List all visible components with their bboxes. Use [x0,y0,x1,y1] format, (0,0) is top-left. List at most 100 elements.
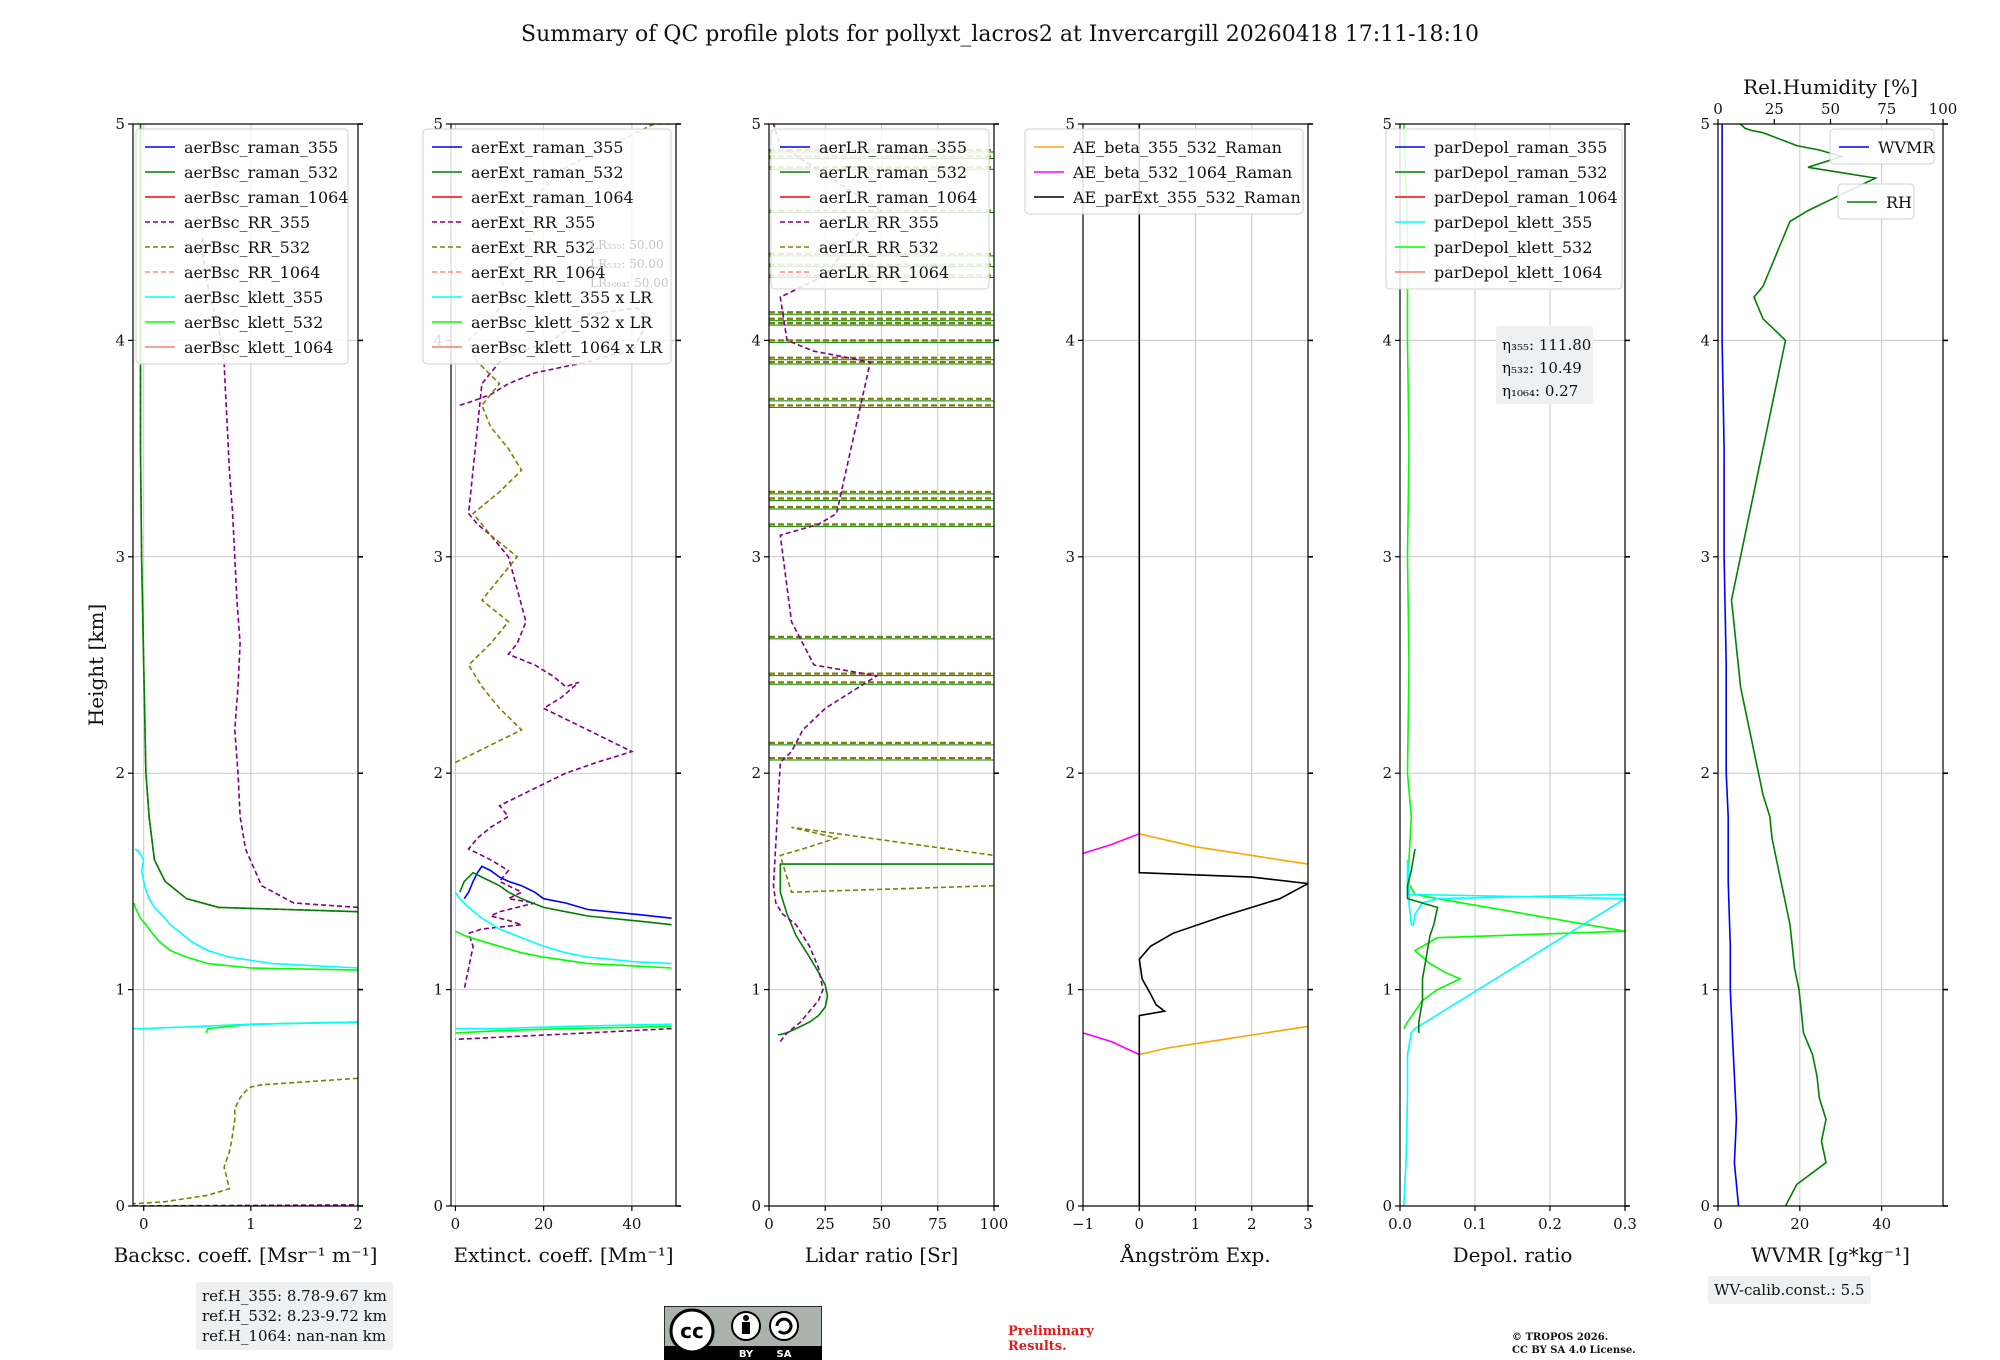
series-aerExt_raman_355 [463,865,672,919]
series-parDepol_raman_532 [1406,848,1439,1033]
x-tick-label: 20 [1790,1215,1809,1233]
series-aerExt_klett_532 [455,930,672,969]
x-tick-label: 40 [622,1215,641,1233]
x-tick-label: 100 [980,1215,1009,1233]
x-axis-label: Depol. ratio [1453,1243,1573,1267]
by-label: BY [739,1349,754,1360]
y-tick-label: 5 [751,115,761,133]
series-group [1083,124,1308,1206]
series-AE_parExt_355_532_Raman [1138,124,1308,1206]
y-tick-label: 2 [115,764,125,782]
plot-frame [132,123,359,1207]
legend-entry: RH [1886,193,1912,212]
y-tick-label: 3 [115,548,125,566]
legend-entry: aerExt_RR_1064 [471,263,606,282]
x-tick-label: 25 [816,1215,835,1233]
series-aerLR_RR_532 [779,826,994,894]
x-tick-label: 0 [764,1215,774,1233]
legend-entry: parDepol_klett_532 [1434,238,1592,257]
wv-calib-text: WV-calib.const.: 5.5 [1714,1281,1865,1299]
legend-dep: parDepol_raman_355 parDepol_raman_532 parD… [1385,128,1623,290]
series-AE_beta_532_1064_Raman [1083,833,1140,855]
top-x-tick-label: 0 [1713,100,1723,118]
eta-annotation: η₁₀₆₄: 0.27 [1502,382,1578,400]
x-tick-label: 0.1 [1463,1215,1487,1233]
legend-entry: parDepol_klett_355 [1434,213,1592,232]
y-tick-label: 5 [1700,115,1710,133]
panel-dep: 0 1 2 3 4 5 0.0 0.1 0.2 0.3 Depol. ratio parDepol_r… [1382,115,1636,1267]
x-axis-label: Lidar ratio [Sr] [805,1243,959,1267]
x-tick-label: 0 [1713,1215,1723,1233]
y-tick-label: 1 [1700,981,1710,999]
legend-box [1829,128,1935,165]
x-axis-label: WVMR [g*kg⁻¹] [1751,1243,1910,1267]
y-tick-label: 2 [433,764,443,782]
y-tick-label: 1 [1065,981,1075,999]
cc-license-badge: cc BY SA [664,1306,822,1360]
legend-bsc: aerBsc_raman_355 aerBsc_raman_532 aerBsc_r… [135,128,349,365]
x-tick-label: 3 [1303,1215,1313,1233]
y-tick-label: 3 [1065,548,1075,566]
legend-entry: AE_beta_532_1064_Raman [1072,163,1292,182]
x-axis-label: Extinct. coeff. [Mm⁻¹] [453,1243,673,1267]
panel-ext: 01234502040Extinct. coeff. [Mm⁻¹]aerExt_… [422,115,681,1267]
sa-label: SA [777,1349,792,1360]
y-tick-label: 3 [1700,548,1710,566]
x-tick-label: 1 [246,1215,256,1233]
refh-info-box: ref.H_355: 8.78-9.67 km ref.H_532: 8.23-… [196,1282,393,1350]
y-tick-label: 2 [1700,764,1710,782]
series-AE_beta_532_1064_Raman_low [1083,1032,1140,1056]
y-tick-label: 2 [1382,764,1392,782]
legend-entry: aerBsc_klett_1064 x LR [471,338,663,357]
x-tick-label: 0.0 [1388,1215,1412,1233]
x-tick-label: 1 [1191,1215,1201,1233]
figure-title: Summary of QC profile plots for pollyxt_… [521,22,1479,47]
series-aerExt_RR_355 [459,307,651,990]
legend-entry: aerBsc_RR_355 [184,213,310,232]
legend-entry: AE_beta_355_532_Raman [1072,138,1282,157]
series-aerBsc_raman_532 [139,124,358,913]
series-aerExt_low_cyan [455,1023,672,1030]
y-tick-label: 1 [1382,981,1392,999]
legend-entry: aerLR_RR_532 [819,238,939,257]
series-RH [1730,124,1879,1206]
legend-box [422,128,672,365]
legend-entry: aerBsc_raman_355 [184,138,338,157]
plot-frame [450,123,677,1207]
y-tick-label: 4 [115,331,125,349]
legend-entry: aerBsc_klett_532 [184,313,323,332]
y-tick-label: 1 [433,981,443,999]
x-tick-label: 0 [1134,1215,1144,1233]
legend-entry: aerLR_RR_355 [819,213,939,232]
legend-entry: aerBsc_RR_1064 [184,263,320,282]
y-tick-label: 0 [1065,1197,1075,1215]
legend-entry: aerLR_raman_355 [819,138,967,157]
y-tick-label: 5 [433,115,443,133]
plot-frame [1399,123,1626,1207]
y-tick-label: 1 [115,981,125,999]
y-axis-label: Height [km] [84,604,108,726]
x-tick-label: 50 [872,1215,891,1233]
legend-entry: aerExt_raman_355 [471,138,624,157]
legend-box [1385,128,1623,290]
refh-line-355: ref.H_355: 8.78-9.67 km [202,1287,387,1305]
x-tick-label: 20 [534,1215,553,1233]
y-tick-label: 3 [1382,548,1392,566]
legend-entry: aerBsc_raman_1064 [184,188,349,207]
panel-bsc: 0 1 2 3 4 5 0 1 2 Backsc. coeff. [Msr⁻¹ m⁻¹] aerBs… [114,115,378,1267]
series-aerBsc_RR_532_low [133,1077,358,1205]
legend-ae: AE_beta_355_532_Raman AE_beta_532_1064_Ra… [1024,128,1304,215]
by-icon-head [743,1315,749,1321]
y-tick-label: 3 [433,548,443,566]
legend-entry: aerLR_RR_1064 [819,263,949,282]
lr-annotation: LR₁₀₆₄: 50.00 [590,276,668,290]
wv-calib-box: WV-calib.const.: 5.5 [1708,1276,1871,1304]
legend-entry: parDepol_raman_1064 [1434,188,1618,207]
series-aerExt_klett_355 [454,891,672,965]
series-AE_beta_355_532_Raman [1139,833,1308,865]
legend-lr: aerLR_raman_355 aerLR_raman_532 aerLR_rama… [770,128,990,290]
legend-entry: aerBsc_raman_532 [184,163,338,182]
